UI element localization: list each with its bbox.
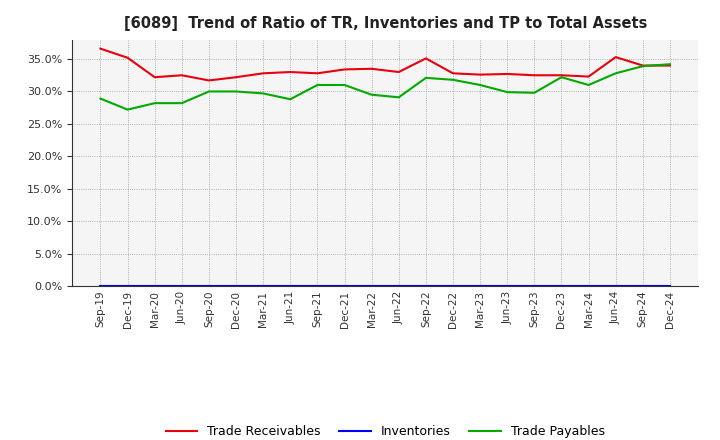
Inventories xyxy=(449,283,457,289)
Trade Receivables xyxy=(449,71,457,76)
Trade Payables xyxy=(232,89,240,94)
Line: Trade Receivables: Trade Receivables xyxy=(101,49,670,81)
Line: Trade Payables: Trade Payables xyxy=(101,64,670,110)
Inventories xyxy=(611,283,620,289)
Inventories xyxy=(313,283,322,289)
Trade Receivables xyxy=(665,63,674,68)
Inventories xyxy=(665,283,674,289)
Inventories xyxy=(421,283,430,289)
Trade Payables xyxy=(259,91,268,96)
Trade Receivables xyxy=(123,55,132,60)
Trade Payables xyxy=(204,89,213,94)
Inventories xyxy=(395,283,403,289)
Trade Payables xyxy=(503,89,511,95)
Trade Payables xyxy=(367,92,376,97)
Trade Payables xyxy=(286,97,294,102)
Inventories xyxy=(503,283,511,289)
Trade Payables xyxy=(449,77,457,82)
Inventories xyxy=(286,283,294,289)
Inventories xyxy=(150,283,159,289)
Trade Payables xyxy=(476,82,485,88)
Trade Receivables xyxy=(150,74,159,80)
Trade Receivables xyxy=(204,78,213,83)
Inventories xyxy=(530,283,539,289)
Inventories xyxy=(476,283,485,289)
Inventories xyxy=(639,283,647,289)
Trade Payables xyxy=(530,90,539,95)
Trade Receivables xyxy=(395,70,403,75)
Legend: Trade Receivables, Inventories, Trade Payables: Trade Receivables, Inventories, Trade Pa… xyxy=(161,420,610,440)
Trade Payables xyxy=(313,82,322,88)
Trade Receivables xyxy=(421,56,430,61)
Trade Receivables xyxy=(476,72,485,77)
Trade Payables xyxy=(341,82,349,88)
Trade Receivables xyxy=(503,71,511,77)
Trade Receivables xyxy=(530,73,539,78)
Inventories xyxy=(367,283,376,289)
Trade Payables xyxy=(123,107,132,112)
Trade Receivables xyxy=(96,46,105,51)
Title: [6089]  Trend of Ratio of TR, Inventories and TP to Total Assets: [6089] Trend of Ratio of TR, Inventories… xyxy=(124,16,647,32)
Trade Payables xyxy=(395,95,403,100)
Trade Receivables xyxy=(341,67,349,72)
Inventories xyxy=(341,283,349,289)
Trade Receivables xyxy=(232,74,240,80)
Trade Payables xyxy=(150,100,159,106)
Inventories xyxy=(232,283,240,289)
Trade Payables xyxy=(96,96,105,101)
Trade Payables xyxy=(421,75,430,81)
Trade Receivables xyxy=(367,66,376,71)
Trade Payables xyxy=(584,82,593,88)
Inventories xyxy=(557,283,566,289)
Inventories xyxy=(259,283,268,289)
Trade Receivables xyxy=(286,70,294,75)
Trade Payables xyxy=(639,63,647,69)
Trade Receivables xyxy=(313,71,322,76)
Trade Receivables xyxy=(611,55,620,60)
Trade Payables xyxy=(665,62,674,67)
Inventories xyxy=(178,283,186,289)
Trade Payables xyxy=(611,71,620,76)
Trade Payables xyxy=(178,100,186,106)
Trade Receivables xyxy=(259,71,268,76)
Trade Receivables xyxy=(639,63,647,68)
Trade Receivables xyxy=(178,73,186,78)
Inventories xyxy=(584,283,593,289)
Trade Payables xyxy=(557,74,566,80)
Inventories xyxy=(204,283,213,289)
Trade Receivables xyxy=(584,74,593,79)
Inventories xyxy=(123,283,132,289)
Trade Receivables xyxy=(557,73,566,78)
Inventories xyxy=(96,283,105,289)
